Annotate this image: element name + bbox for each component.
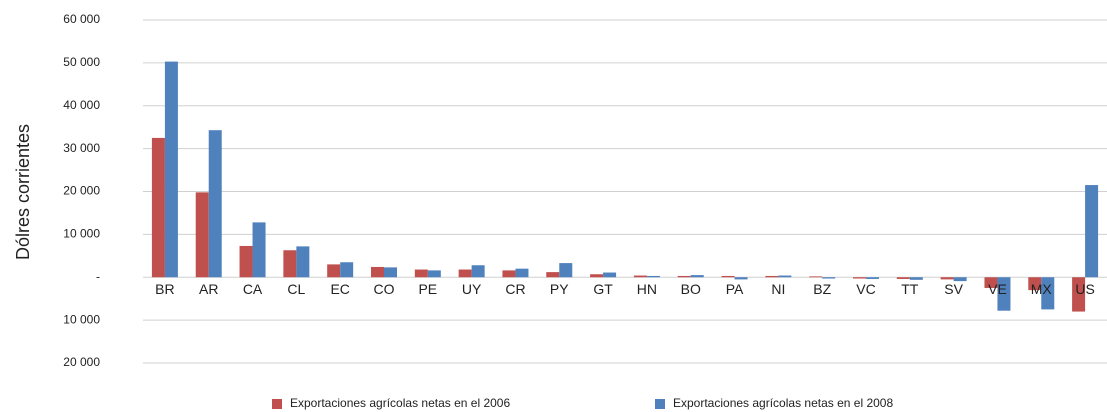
bar bbox=[208, 130, 222, 278]
bar bbox=[546, 272, 560, 278]
bar bbox=[721, 275, 735, 278]
x-tick-label: BO bbox=[681, 281, 701, 297]
y-tick-label: 20 000 bbox=[63, 355, 100, 369]
legend-label: Exportaciones agrícolas netas en el 2008 bbox=[673, 396, 893, 410]
bar bbox=[809, 276, 823, 278]
x-tick-label: CA bbox=[243, 281, 263, 297]
bar bbox=[384, 267, 397, 278]
x-tick-label: BR bbox=[155, 281, 174, 297]
bar bbox=[822, 277, 836, 279]
bar bbox=[164, 61, 178, 278]
bar bbox=[414, 269, 428, 278]
bar bbox=[590, 274, 604, 278]
x-tick-label: MX bbox=[1031, 281, 1053, 297]
x-tick-label: CR bbox=[505, 281, 525, 297]
bar bbox=[239, 245, 253, 278]
bar bbox=[896, 277, 910, 279]
x-tick-label: VC bbox=[856, 281, 875, 297]
y-tick-label: 10 000 bbox=[63, 227, 100, 241]
bar bbox=[909, 277, 923, 280]
bar bbox=[603, 272, 617, 278]
bar bbox=[340, 262, 354, 278]
bar bbox=[1041, 277, 1055, 310]
bar bbox=[677, 275, 691, 278]
x-tick-label: HN bbox=[637, 281, 657, 297]
bar bbox=[1028, 277, 1042, 291]
bar bbox=[953, 277, 967, 282]
bar bbox=[252, 222, 266, 278]
bar bbox=[371, 266, 384, 278]
bar bbox=[690, 275, 704, 278]
bar bbox=[502, 270, 516, 278]
bar bbox=[853, 277, 866, 279]
x-tick-label: VE bbox=[988, 281, 1007, 297]
bar bbox=[559, 263, 573, 278]
x-tick-label: PE bbox=[418, 281, 437, 297]
y-tick-label: 10 000 bbox=[63, 312, 100, 326]
bar bbox=[778, 275, 792, 278]
y-tick-label: - bbox=[96, 269, 100, 283]
y-tick-label: 50 000 bbox=[63, 55, 100, 69]
bar bbox=[151, 137, 165, 278]
bar bbox=[283, 250, 297, 278]
x-tick-label: PA bbox=[726, 281, 744, 297]
bar bbox=[646, 275, 660, 278]
x-tick-label: TT bbox=[901, 281, 919, 297]
bar bbox=[997, 277, 1011, 311]
bar bbox=[866, 277, 879, 279]
bar bbox=[633, 275, 647, 278]
y-tick-label: 40 000 bbox=[63, 98, 100, 112]
bar bbox=[195, 192, 209, 278]
x-tick-label: NI bbox=[771, 281, 785, 297]
x-tick-label: SV bbox=[944, 281, 963, 297]
bar bbox=[1072, 277, 1086, 312]
x-tick-label: AR bbox=[199, 281, 218, 297]
bar bbox=[458, 269, 472, 278]
y-tick-label: 20 000 bbox=[63, 184, 100, 198]
x-tick-label: GT bbox=[593, 281, 613, 297]
x-tick-label: UY bbox=[462, 281, 482, 297]
bar bbox=[327, 264, 341, 278]
bar bbox=[984, 277, 998, 288]
bar bbox=[1085, 185, 1099, 278]
legend-swatch bbox=[272, 399, 282, 409]
x-tick-label: CL bbox=[287, 281, 305, 297]
x-tick-label: BZ bbox=[813, 281, 831, 297]
bar bbox=[765, 275, 779, 278]
y-axis-label: Dólres corrientes bbox=[13, 124, 33, 260]
legend-label: Exportaciones agrícolas netas en el 2006 bbox=[290, 396, 510, 410]
bar bbox=[427, 270, 441, 278]
x-tick-label: US bbox=[1075, 281, 1094, 297]
bar bbox=[471, 265, 485, 278]
x-tick-label: EC bbox=[330, 281, 349, 297]
bar bbox=[296, 246, 310, 278]
y-tick-label: 60 000 bbox=[63, 12, 100, 26]
bar bbox=[940, 277, 954, 280]
bar bbox=[734, 277, 748, 280]
x-tick-label: CO bbox=[374, 281, 395, 297]
x-tick-label: PY bbox=[550, 281, 569, 297]
y-tick-label: 30 000 bbox=[63, 141, 100, 155]
legend-swatch bbox=[655, 399, 665, 409]
bar bbox=[515, 268, 529, 278]
